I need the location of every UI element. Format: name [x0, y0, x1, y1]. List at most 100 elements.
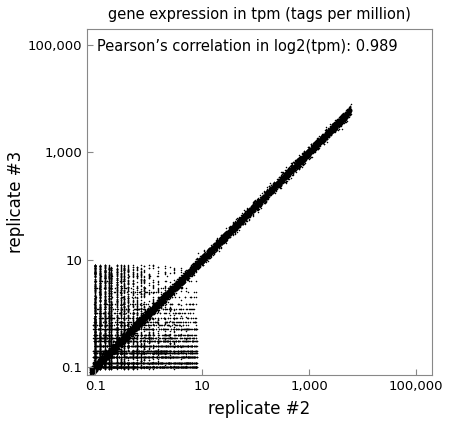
Point	[155, 315, 162, 322]
Point	[192, 318, 199, 325]
Point	[157, 347, 164, 354]
Point	[318, 134, 325, 141]
Point	[154, 363, 161, 370]
Point	[87, 367, 94, 374]
Point	[151, 306, 158, 313]
Point	[183, 359, 190, 366]
Point	[187, 268, 194, 275]
Point	[222, 234, 229, 241]
Point	[179, 278, 186, 285]
Point	[97, 342, 104, 349]
Point	[135, 347, 142, 354]
Point	[103, 350, 110, 357]
Point	[235, 223, 243, 230]
Point	[124, 274, 131, 281]
Point	[92, 310, 99, 317]
Point	[318, 133, 325, 140]
Point	[92, 284, 99, 291]
Point	[117, 348, 125, 355]
Point	[276, 176, 284, 183]
Point	[176, 280, 183, 287]
Point	[193, 261, 200, 268]
Point	[113, 304, 120, 311]
Point	[102, 359, 109, 366]
Point	[169, 285, 176, 292]
Point	[307, 151, 314, 158]
Point	[99, 359, 106, 366]
Point	[315, 140, 322, 147]
Point	[276, 178, 283, 185]
Point	[284, 172, 292, 178]
Point	[145, 309, 152, 316]
Point	[90, 368, 97, 374]
Point	[100, 363, 107, 370]
Point	[252, 200, 259, 207]
Point	[110, 359, 117, 366]
Point	[190, 263, 198, 270]
Point	[244, 212, 251, 219]
Point	[97, 363, 104, 370]
Point	[148, 307, 156, 314]
Point	[105, 340, 112, 347]
Point	[121, 274, 128, 280]
Point	[212, 237, 219, 244]
Point	[174, 331, 181, 338]
Point	[222, 231, 229, 238]
Point	[297, 159, 304, 166]
Point	[324, 133, 331, 139]
Point	[150, 304, 157, 311]
Point	[254, 200, 261, 207]
Point	[281, 173, 288, 180]
Point	[153, 302, 160, 309]
Point	[229, 230, 236, 236]
Point	[317, 139, 324, 146]
Point	[228, 227, 235, 234]
Point	[234, 222, 241, 229]
Point	[172, 285, 179, 292]
Point	[241, 214, 248, 221]
Point	[106, 322, 113, 329]
Point	[109, 363, 117, 370]
Point	[263, 192, 270, 198]
Point	[92, 343, 99, 350]
Point	[92, 338, 99, 345]
Point	[252, 201, 260, 207]
Point	[117, 356, 125, 363]
Point	[333, 126, 340, 133]
Point	[266, 190, 274, 197]
Point	[99, 354, 106, 361]
Point	[105, 360, 112, 367]
Point	[116, 339, 123, 346]
Point	[225, 231, 232, 238]
Point	[176, 281, 183, 288]
Point	[230, 220, 238, 227]
Point	[165, 363, 172, 370]
Point	[259, 193, 266, 200]
Point	[176, 318, 184, 325]
Point	[161, 347, 168, 354]
Point	[105, 361, 112, 368]
Point	[265, 190, 272, 196]
Point	[252, 201, 259, 208]
Point	[171, 282, 178, 289]
Point	[108, 362, 115, 369]
Point	[184, 342, 192, 349]
Point	[162, 291, 169, 298]
Point	[96, 338, 103, 345]
Point	[162, 295, 170, 302]
Point	[332, 119, 339, 126]
Point	[246, 206, 253, 213]
Point	[244, 209, 251, 216]
Point	[183, 269, 190, 275]
Point	[205, 246, 212, 253]
Point	[222, 231, 230, 238]
Point	[138, 318, 145, 325]
Point	[159, 297, 166, 304]
Point	[253, 201, 261, 208]
Point	[288, 169, 295, 176]
Point	[335, 120, 342, 127]
Point	[172, 279, 179, 286]
Point	[92, 328, 99, 335]
Point	[296, 158, 303, 164]
Point	[209, 241, 216, 248]
